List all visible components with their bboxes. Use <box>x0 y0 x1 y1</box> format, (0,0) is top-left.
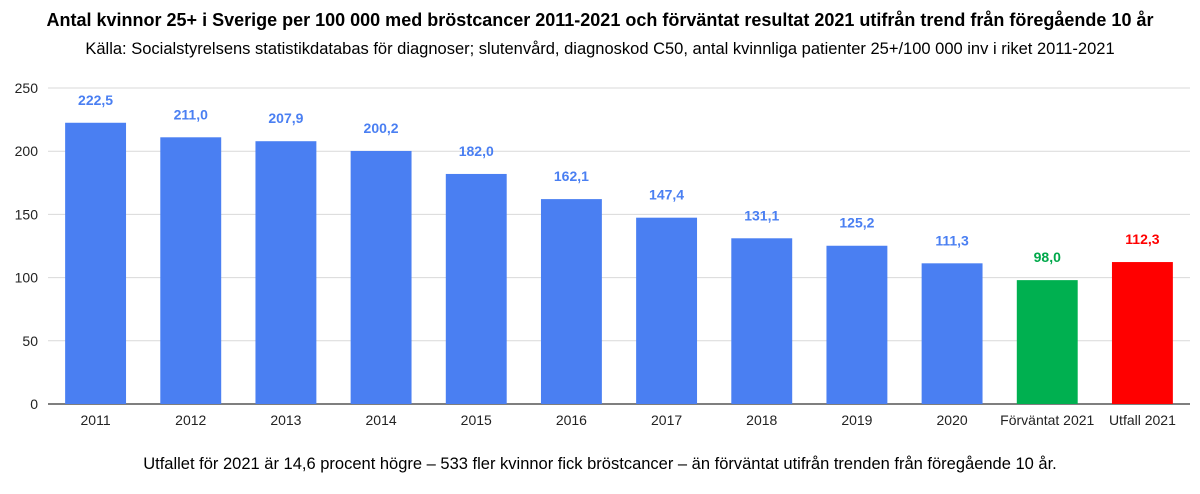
y-tick-label: 150 <box>15 206 39 222</box>
data-label: 211,0 <box>174 106 208 122</box>
x-tick-label: Förväntat 2021 <box>1000 412 1094 428</box>
x-tick-label: 2016 <box>556 412 587 428</box>
x-axis-ticks: 2011 2012 2013 2014 2015 2016 2017 2018 2019 2020… <box>81 412 1177 428</box>
y-tick-label: 250 <box>15 80 39 96</box>
x-tick-label: 2019 <box>841 412 872 428</box>
chart-footnote: Utfallet för 2021 är 14,6 procent högre … <box>143 455 1057 473</box>
bar <box>160 137 222 404</box>
x-tick-label: 2020 <box>937 412 968 428</box>
data-label: 162,1 <box>554 168 589 184</box>
bar <box>350 150 412 404</box>
data-label: 111,3 <box>935 232 969 248</box>
data-labels: 222,5 211,0 207,9 200,2 182,0 162,1 147,4 131,1… <box>78 92 1160 265</box>
x-tick-label: 2014 <box>366 412 397 428</box>
data-label: 125,2 <box>839 215 874 231</box>
bar-chart: 222,5 211,0 207,9 200,2 182,0 162,1 147,4 131,1… <box>15 80 1190 428</box>
chart-title: Antal kvinnor 25+ i Sverige per 100 000 … <box>46 10 1154 30</box>
y-tick-label: 200 <box>15 143 39 159</box>
data-label: 222,5 <box>78 92 113 108</box>
data-label: 200,2 <box>364 120 399 136</box>
bar <box>826 245 888 404</box>
bar <box>731 238 793 404</box>
bar <box>636 217 698 404</box>
x-tick-label: Utfall 2021 <box>1109 412 1176 428</box>
x-tick-label: 2015 <box>461 412 492 428</box>
chart-subtitle: Källa: Socialstyrelsens statistikdatabas… <box>85 40 1115 58</box>
x-tick-label: 2012 <box>175 412 206 428</box>
bar <box>921 263 983 404</box>
y-axis-ticks: 0 50 100 150 200 250 <box>15 80 39 412</box>
y-tick-label: 0 <box>30 396 38 412</box>
data-label: 147,4 <box>649 187 684 203</box>
x-tick-label: 2018 <box>746 412 777 428</box>
x-tick-label: 2017 <box>651 412 682 428</box>
data-label: 131,1 <box>744 207 779 223</box>
bar <box>255 141 317 404</box>
y-tick-label: 50 <box>22 333 38 349</box>
bars <box>65 122 1173 404</box>
bar <box>540 199 602 404</box>
bar <box>65 122 127 404</box>
y-tick-label: 100 <box>15 270 39 286</box>
bar <box>1111 262 1173 404</box>
bar <box>1016 280 1078 404</box>
x-tick-label: 2011 <box>81 412 111 428</box>
data-label: 182,0 <box>459 143 494 159</box>
bar <box>445 173 507 404</box>
data-label: 98,0 <box>1034 249 1061 265</box>
x-tick-label: 2013 <box>270 412 301 428</box>
data-label: 112,3 <box>1125 231 1159 247</box>
data-label: 207,9 <box>268 110 303 126</box>
grid-lines <box>48 87 1190 405</box>
